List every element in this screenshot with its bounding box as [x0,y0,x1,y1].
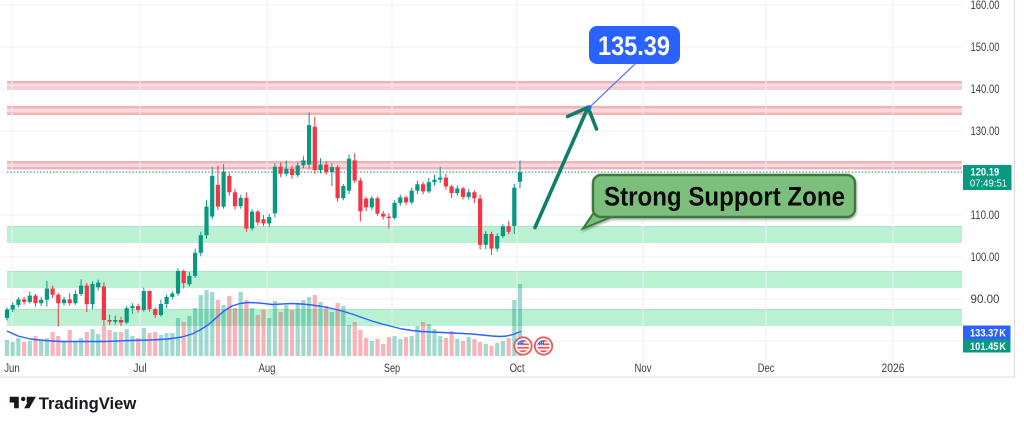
svg-text:110.00: 110.00 [971,210,1000,222]
svg-text:Dec: Dec [758,363,775,375]
svg-text:Nov: Nov [635,363,652,375]
svg-text:Jun: Jun [4,363,20,375]
svg-text:100.00: 100.00 [971,252,1000,264]
svg-text:Oct: Oct [510,363,526,375]
svg-text:TradingView: TradingView [39,394,137,413]
svg-text:120.19: 120.19 [971,167,1000,179]
svg-text:07:49:51: 07:49:51 [970,179,1008,190]
svg-text:130.00: 130.00 [971,126,1000,138]
svg-text:160.00: 160.00 [971,0,1000,12]
svg-text:133.37 K: 133.37 K [970,328,1006,340]
svg-text:90.00: 90.00 [971,294,1000,306]
svg-text:150.00: 150.00 [971,42,1000,54]
svg-text:135.39: 135.39 [598,31,670,61]
svg-text:Aug: Aug [259,363,276,375]
svg-text:2026: 2026 [882,363,905,375]
svg-text:140.00: 140.00 [971,84,1000,96]
svg-text:Sep: Sep [384,363,400,375]
svg-text:Jul: Jul [133,363,147,375]
svg-text:Strong Support Zone: Strong Support Zone [604,182,845,212]
svg-text:101.45 K: 101.45 K [970,341,1006,353]
